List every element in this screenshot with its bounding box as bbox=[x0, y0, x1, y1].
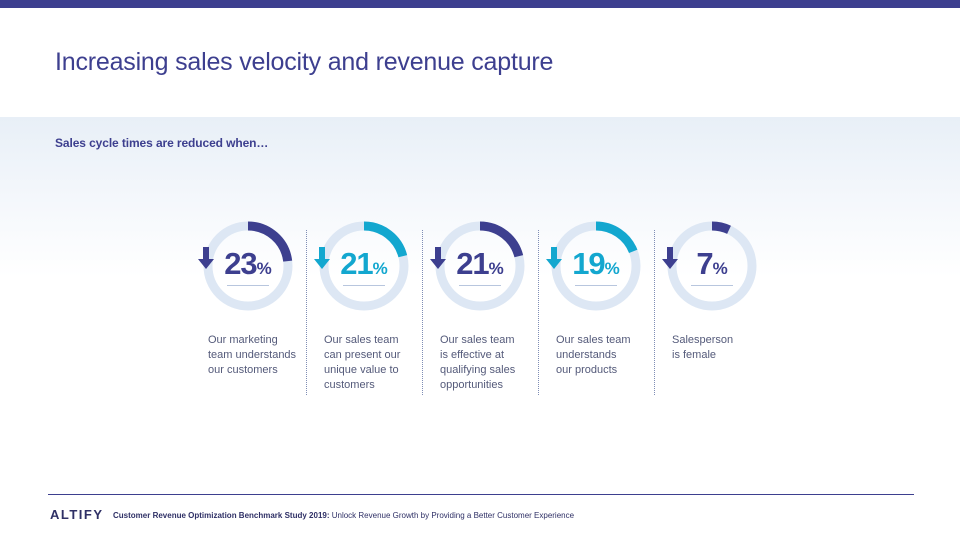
down-arrow-icon bbox=[198, 247, 214, 269]
stats-row: 23% Our marketing team understands our cust… bbox=[190, 220, 770, 395]
stat-description-line: customers bbox=[324, 379, 375, 391]
top-accent-bar bbox=[0, 0, 960, 8]
stat-number: 23 bbox=[224, 246, 257, 281]
stat-description-line: Our sales team bbox=[556, 334, 631, 346]
footer-study-subtitle: Unlock Revenue Growth by Providing a Bet… bbox=[329, 511, 575, 520]
stat-value: 21% bbox=[434, 244, 526, 289]
footer-citation: Customer Revenue Optimization Benchmark … bbox=[113, 511, 574, 520]
stat-description-line: unique value to bbox=[324, 364, 399, 376]
section-subtitle: Sales cycle times are reduced when… bbox=[55, 136, 269, 150]
stat-number: 7 bbox=[696, 246, 713, 281]
stat-description-line: is effective at bbox=[440, 349, 504, 361]
down-arrow-icon bbox=[662, 247, 678, 269]
stat-percent-sign: % bbox=[604, 259, 620, 278]
stat-description: Our sales team can present our unique valu… bbox=[324, 333, 424, 393]
stat-divider bbox=[654, 230, 655, 395]
stat-number: 19 bbox=[572, 246, 605, 281]
stat-divider bbox=[422, 230, 423, 395]
stat-description-line: team understands bbox=[208, 349, 297, 361]
stat-description: Our marketing team understands our custome… bbox=[208, 333, 308, 378]
stat-item: 21% Our sales team is effective at qualifyi… bbox=[422, 220, 538, 395]
page-title: Increasing sales velocity and revenue ca… bbox=[55, 48, 554, 76]
donut-segment bbox=[551, 221, 641, 311]
donut-segment bbox=[319, 221, 409, 311]
background-band bbox=[0, 117, 960, 277]
stat-percent-sign: % bbox=[256, 259, 272, 278]
stat-value: 7% bbox=[666, 244, 758, 289]
stat-item: 7% Salesperson is female bbox=[654, 220, 770, 395]
stat-value: 19% bbox=[550, 244, 642, 289]
stat-description: Our sales team understands our products bbox=[556, 333, 656, 378]
stat-divider bbox=[538, 230, 539, 395]
stat-description-line: is female bbox=[672, 349, 717, 361]
stat-percent-sign: % bbox=[712, 259, 728, 278]
altify-logo: ALTIFY bbox=[50, 507, 104, 522]
donut-segment bbox=[435, 221, 525, 311]
stat-description: Our sales team is effective at qualifying … bbox=[440, 333, 540, 393]
stat-percent-sign: % bbox=[488, 259, 504, 278]
value-underline bbox=[459, 285, 501, 286]
down-arrow-icon bbox=[430, 247, 446, 269]
stat-number: 21 bbox=[456, 246, 489, 281]
value-underline bbox=[227, 285, 269, 286]
stat-description-line: our customers bbox=[208, 364, 278, 376]
stat-value: 21% bbox=[318, 244, 410, 289]
stat-number: 21 bbox=[340, 246, 373, 281]
stat-description-line: Our marketing bbox=[208, 334, 278, 346]
stat-percent-sign: % bbox=[372, 259, 388, 278]
stat-description-line: qualifying sales bbox=[440, 364, 516, 376]
footer-study-title: Customer Revenue Optimization Benchmark … bbox=[113, 511, 330, 520]
stat-description-line: can present our bbox=[324, 349, 401, 361]
down-arrow-icon bbox=[314, 247, 330, 269]
donut-segment bbox=[203, 221, 293, 311]
stat-divider bbox=[306, 230, 307, 395]
stat-value: 23% bbox=[202, 244, 294, 289]
stat-description: Salesperson is female bbox=[672, 333, 772, 363]
value-underline bbox=[691, 285, 733, 286]
stat-description-line: our products bbox=[556, 364, 618, 376]
stat-description-line: Our sales team bbox=[440, 334, 515, 346]
stat-description-line: Our sales team bbox=[324, 334, 399, 346]
down-arrow-icon bbox=[546, 247, 562, 269]
value-underline bbox=[343, 285, 385, 286]
footer-divider bbox=[48, 494, 914, 495]
stat-description-line: opportunities bbox=[440, 379, 503, 391]
stat-description-line: understands bbox=[556, 349, 617, 361]
stat-description-line: Salesperson bbox=[672, 334, 734, 346]
stat-item: 23% Our marketing team understands our cust… bbox=[190, 220, 306, 395]
donut-segment bbox=[667, 221, 757, 311]
stat-item: 19% Our sales team understands our products bbox=[538, 220, 654, 395]
value-underline bbox=[575, 285, 617, 286]
stat-item: 21% Our sales team can present our unique v… bbox=[306, 220, 422, 395]
